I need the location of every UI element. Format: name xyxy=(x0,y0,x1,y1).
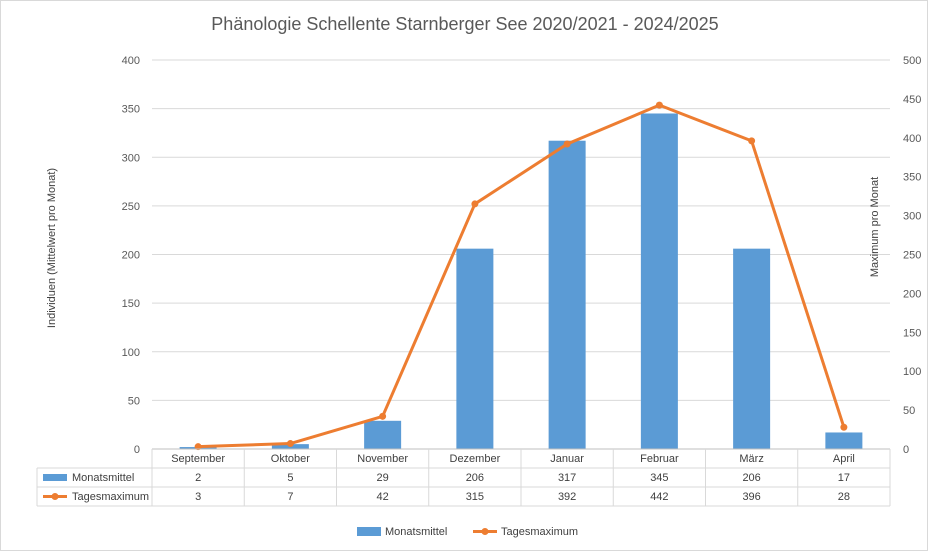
data-label: 29 xyxy=(377,472,389,484)
table-legend-key xyxy=(51,493,59,500)
data-label: 392 xyxy=(558,491,576,503)
y-tick-label: 250 xyxy=(122,201,140,213)
legend-key xyxy=(481,528,489,535)
data-label: 345 xyxy=(650,472,668,484)
data-label: 206 xyxy=(742,472,760,484)
data-label: 317 xyxy=(558,472,576,484)
y2-tick-label: 450 xyxy=(903,94,921,106)
y-tick-label: 200 xyxy=(122,250,140,262)
line-series xyxy=(194,101,848,451)
bar xyxy=(548,140,586,449)
x-tick-label: September xyxy=(171,453,225,465)
gridlines xyxy=(152,59,890,450)
x-tick-label: April xyxy=(833,453,855,465)
y-tick-label: 100 xyxy=(122,347,140,359)
y2-tick-label: 150 xyxy=(903,327,921,339)
data-label: 7 xyxy=(287,491,293,503)
legend-label: Tagesmaximum xyxy=(501,526,578,538)
data-label: 2 xyxy=(195,472,201,484)
data-label: 315 xyxy=(466,491,484,503)
bar xyxy=(733,248,771,449)
line-point xyxy=(840,423,848,431)
line-point xyxy=(379,412,387,420)
y2-tick-label: 0 xyxy=(903,444,909,456)
table-row-label: Monatsmittel xyxy=(72,472,134,484)
y-axis-title-left: Individuen (Mittelwert pro Monat) xyxy=(46,168,58,328)
y2-tick-label: 500 xyxy=(903,55,921,67)
y2-tick-label: 250 xyxy=(903,250,921,262)
y2-tick-label: 50 xyxy=(903,405,915,417)
table-legend-key xyxy=(43,474,67,481)
y2-tick-label: 400 xyxy=(903,133,921,145)
data-label: 396 xyxy=(742,491,760,503)
legend-key xyxy=(357,527,381,536)
line-point xyxy=(194,443,202,451)
table-row-label: Tagesmaximum xyxy=(72,491,149,503)
y-tick-label: 50 xyxy=(128,395,140,407)
chart-title: Phänologie Schellente Starnberger See 20… xyxy=(211,14,718,34)
bar xyxy=(825,432,863,449)
line-point xyxy=(748,137,756,145)
data-label: 5 xyxy=(287,472,293,484)
data-label: 17 xyxy=(838,472,850,484)
x-tick-label: Februar xyxy=(640,453,679,465)
line-point xyxy=(655,101,663,109)
x-tick-label: Dezember xyxy=(450,453,501,465)
data-label: 206 xyxy=(466,472,484,484)
y-tick-label: 350 xyxy=(122,104,140,116)
y-axis-right: 0 50 100 150 200 250 300 350 400 450 500 xyxy=(903,55,921,456)
bar xyxy=(640,113,678,450)
y-tick-label: 400 xyxy=(122,55,140,67)
line-point xyxy=(286,440,294,448)
bar xyxy=(364,420,402,449)
series-line xyxy=(198,103,846,449)
y-axis-left: 0 50 100 150 200 250 300 350 400 xyxy=(122,55,140,456)
x-tick-label: Januar xyxy=(550,453,584,465)
y2-tick-label: 100 xyxy=(903,366,921,378)
data-label: 442 xyxy=(650,491,668,503)
data-table: September Oktober November Dezember Januar Fe… xyxy=(36,448,891,507)
legend-label: Monatsmittel xyxy=(385,526,447,538)
y2-tick-label: 300 xyxy=(903,211,921,223)
y2-tick-label: 200 xyxy=(903,288,921,300)
data-label: 42 xyxy=(377,491,389,503)
y2-tick-label: 350 xyxy=(903,172,921,184)
y-tick-label: 0 xyxy=(134,444,140,456)
x-tick-label: Oktober xyxy=(271,453,310,465)
y-tick-label: 150 xyxy=(122,298,140,310)
bar xyxy=(456,248,494,449)
line-point xyxy=(471,200,479,208)
data-label: 3 xyxy=(195,491,201,503)
data-label: 28 xyxy=(838,491,850,503)
line-point xyxy=(563,140,571,148)
x-tick-label: März xyxy=(739,453,763,465)
x-tick-label: November xyxy=(357,453,408,465)
y-tick-label: 300 xyxy=(122,152,140,164)
y-axis-title-right: Maximum pro Monat xyxy=(869,177,881,277)
legend: Monatsmittel Tagesmaximum xyxy=(357,526,578,538)
